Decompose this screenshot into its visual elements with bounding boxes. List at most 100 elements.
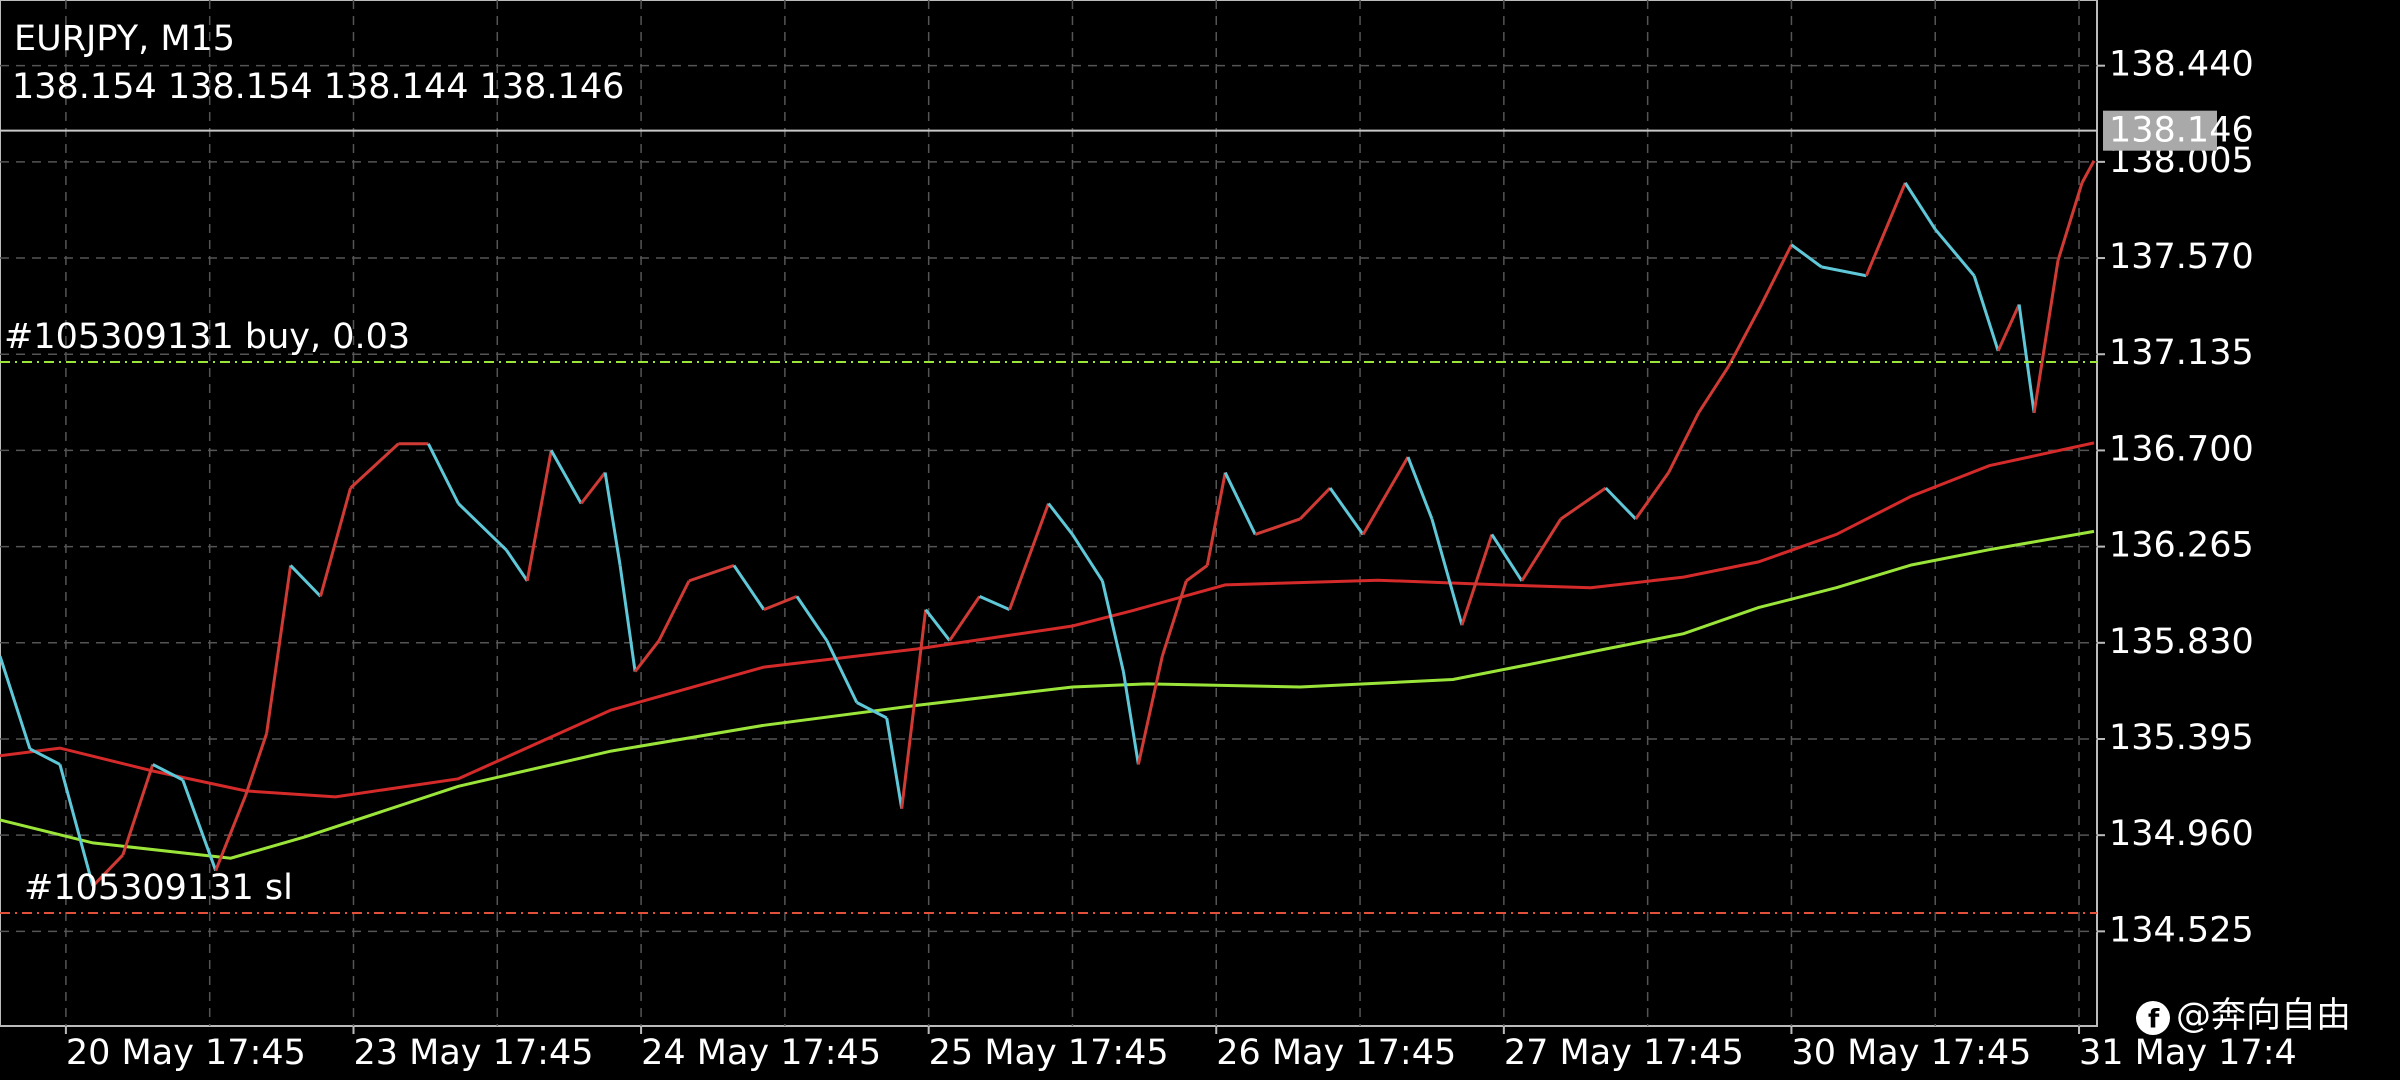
y-tick-label: 134.960 bbox=[2109, 814, 2254, 854]
price-bar bbox=[579, 471, 607, 505]
price-bar bbox=[1604, 486, 1637, 521]
price-bar bbox=[1864, 182, 1907, 277]
marks bbox=[0, 129, 2097, 915]
price-bar bbox=[1972, 275, 2000, 352]
price-bar bbox=[795, 595, 829, 642]
price-bar bbox=[289, 564, 322, 598]
price-bar bbox=[2017, 304, 2036, 414]
price-bar bbox=[265, 565, 293, 734]
price-bar bbox=[91, 854, 124, 888]
x-tick-label: 25 May 17:45 bbox=[929, 1033, 1169, 1073]
y-tick-label: 138.440 bbox=[2109, 45, 2254, 85]
price-bar bbox=[181, 779, 218, 872]
price-bar bbox=[121, 763, 155, 856]
price-bar bbox=[1634, 471, 1670, 520]
price-bar bbox=[1760, 244, 1793, 306]
price-bar bbox=[1934, 228, 1976, 277]
price-bar bbox=[525, 450, 553, 582]
current-price-label: 138.146 bbox=[2109, 111, 2254, 151]
price-bar bbox=[885, 717, 904, 809]
price-bar bbox=[1904, 182, 1937, 231]
price-bar bbox=[1821, 265, 1867, 278]
price-bar bbox=[1223, 471, 1257, 536]
watermark: f @奔向自由 bbox=[2136, 996, 2351, 1036]
price-bar bbox=[549, 449, 583, 505]
price-bar bbox=[1071, 533, 1104, 582]
price-bar bbox=[152, 763, 184, 782]
x-tick-label: 27 May 17:45 bbox=[1504, 1033, 1744, 1073]
price-bar bbox=[2080, 160, 2096, 184]
price-bar bbox=[1100, 580, 1125, 672]
y-tick-label: 135.395 bbox=[2109, 718, 2254, 758]
ohlc-value: 138.154 bbox=[12, 67, 157, 107]
ohlc-value: 138.144 bbox=[324, 67, 469, 107]
price-bar bbox=[688, 563, 735, 583]
watermark-text: @奔向自由 bbox=[2176, 996, 2351, 1036]
x-tick-label: 20 May 17:45 bbox=[66, 1033, 306, 1073]
x-tick-label: 30 May 17:45 bbox=[1791, 1033, 2031, 1073]
price-bar bbox=[1460, 533, 1494, 626]
y-tick-label: 135.830 bbox=[2109, 622, 2254, 662]
price-bar bbox=[924, 608, 951, 642]
price-bar bbox=[29, 747, 61, 766]
price-bar bbox=[1727, 303, 1763, 368]
y-tick-label: 137.570 bbox=[2109, 237, 2254, 277]
order-label: #105309131 sl bbox=[24, 868, 293, 908]
moving-average bbox=[0, 529, 2095, 860]
y-tick-label: 134.525 bbox=[2109, 910, 2254, 950]
ohlc-value: 138.146 bbox=[480, 67, 625, 107]
price-bar bbox=[978, 594, 1011, 612]
price-bar bbox=[763, 594, 798, 612]
price-bar bbox=[1205, 472, 1227, 566]
price-bar bbox=[1047, 502, 1074, 536]
price-bar bbox=[856, 701, 888, 720]
price-bar bbox=[603, 472, 622, 566]
ohlc-value: 138.154 bbox=[168, 67, 313, 107]
price-bar bbox=[1008, 502, 1050, 611]
price-bar bbox=[1328, 487, 1365, 536]
price-bar bbox=[900, 609, 928, 809]
price-bar bbox=[1667, 412, 1700, 474]
y-tick-label: 137.135 bbox=[2109, 333, 2254, 373]
chart-title: EURJPY, M15 bbox=[14, 19, 235, 59]
price-bar bbox=[633, 639, 661, 673]
y-tick-label: 136.265 bbox=[2109, 526, 2254, 566]
price-bar bbox=[1559, 486, 1607, 521]
price-bar bbox=[1490, 533, 1524, 582]
price-bar bbox=[505, 549, 529, 582]
price-bar bbox=[732, 564, 766, 611]
price-bar bbox=[1406, 456, 1434, 520]
price-bar bbox=[2056, 182, 2084, 261]
price-bar bbox=[1996, 303, 2021, 352]
x-tick-label: 23 May 17:45 bbox=[353, 1033, 593, 1073]
price-bar bbox=[1185, 564, 1209, 583]
x-tick-label: 26 May 17:45 bbox=[1216, 1033, 1456, 1073]
price-bar bbox=[1520, 518, 1563, 582]
moving-average bbox=[0, 441, 2095, 799]
plot-frame bbox=[0, 0, 2098, 1027]
price-bar bbox=[244, 732, 269, 796]
price-bar bbox=[825, 639, 859, 704]
price-bar bbox=[319, 487, 352, 597]
price-bar bbox=[1697, 365, 1730, 414]
y-tick-label: 136.700 bbox=[2109, 429, 2254, 469]
price-bar bbox=[948, 595, 981, 642]
price-bar bbox=[1136, 655, 1164, 765]
price-bar bbox=[1121, 671, 1140, 765]
x-tick-label: 24 May 17:45 bbox=[641, 1033, 881, 1073]
price-bar bbox=[1790, 243, 1823, 269]
price-bar bbox=[657, 580, 691, 642]
ohlc-text: 138.154 138.154 138.144 138.146 bbox=[12, 67, 624, 107]
price-bar bbox=[1299, 486, 1332, 521]
price-bar bbox=[1160, 580, 1188, 657]
price-bar bbox=[214, 794, 248, 872]
price-bar bbox=[2032, 260, 2060, 414]
grid bbox=[0, 0, 2105, 1034]
current-price-box bbox=[2103, 110, 2217, 151]
price-bar bbox=[1254, 517, 1301, 536]
price-bar bbox=[1430, 518, 1464, 626]
watermark-icon bbox=[2136, 1001, 2170, 1035]
watermark-icon-glyph: f bbox=[2148, 1005, 2160, 1035]
price-bar bbox=[427, 443, 460, 505]
